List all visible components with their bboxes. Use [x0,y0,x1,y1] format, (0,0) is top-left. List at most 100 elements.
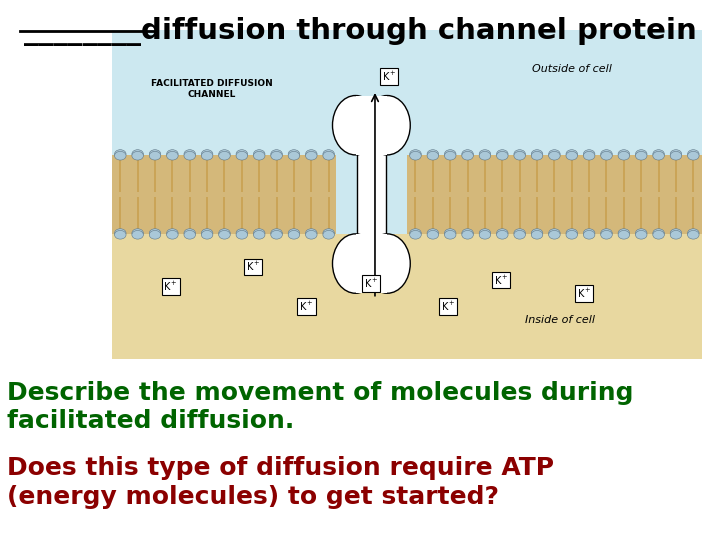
Circle shape [253,151,265,160]
Circle shape [184,229,196,238]
Circle shape [305,151,317,160]
Circle shape [688,231,699,239]
Circle shape [114,150,126,158]
Ellipse shape [364,234,410,293]
Circle shape [114,231,126,239]
Circle shape [549,229,560,238]
Circle shape [514,231,526,239]
Circle shape [305,231,317,239]
Circle shape [149,151,161,160]
Circle shape [132,229,143,238]
Circle shape [202,150,213,158]
Circle shape [480,150,491,158]
Circle shape [323,229,334,238]
Text: FACILITATED DIFFUSION
CHANNEL: FACILITATED DIFFUSION CHANNEL [151,79,273,99]
Circle shape [219,229,230,238]
FancyBboxPatch shape [112,30,702,359]
Circle shape [462,229,473,238]
Circle shape [236,231,248,239]
Circle shape [410,151,421,160]
Circle shape [271,229,282,238]
Circle shape [531,151,543,160]
Circle shape [253,150,265,158]
Circle shape [149,150,161,158]
Circle shape [132,231,143,239]
Circle shape [636,231,647,239]
Text: K$^+$: K$^+$ [364,277,379,290]
FancyBboxPatch shape [112,30,702,155]
Ellipse shape [364,96,410,155]
Circle shape [462,231,473,239]
Circle shape [480,229,491,238]
FancyBboxPatch shape [356,234,387,293]
Circle shape [288,151,300,160]
Circle shape [600,231,612,239]
Circle shape [618,229,629,238]
Circle shape [600,151,612,160]
Circle shape [514,229,526,238]
Circle shape [600,229,612,238]
Ellipse shape [333,234,379,293]
Circle shape [323,150,334,158]
Circle shape [566,150,577,158]
Text: K$^+$: K$^+$ [494,273,508,287]
Circle shape [271,231,282,239]
Circle shape [184,231,196,239]
Circle shape [236,150,248,158]
Circle shape [497,150,508,158]
Circle shape [531,231,543,239]
Circle shape [166,151,178,160]
Circle shape [653,151,665,160]
Circle shape [670,229,682,238]
Circle shape [480,151,491,160]
Circle shape [444,229,456,238]
Circle shape [514,150,526,158]
Circle shape [305,229,317,238]
Circle shape [202,229,213,238]
Circle shape [184,151,196,160]
Circle shape [132,151,143,160]
Text: K$^+$: K$^+$ [246,260,261,273]
Circle shape [219,231,230,239]
Ellipse shape [333,96,379,155]
Text: K$^+$: K$^+$ [382,70,397,83]
Circle shape [618,231,629,239]
Circle shape [653,229,665,238]
Circle shape [323,231,334,239]
Circle shape [670,151,682,160]
FancyBboxPatch shape [112,234,702,359]
Circle shape [566,229,577,238]
Circle shape [497,229,508,238]
FancyBboxPatch shape [356,96,387,155]
Circle shape [549,150,560,158]
Text: K$^+$: K$^+$ [163,280,178,293]
Circle shape [202,231,213,239]
Circle shape [670,231,682,239]
Circle shape [149,229,161,238]
Circle shape [427,151,438,160]
FancyBboxPatch shape [357,151,386,238]
Circle shape [462,151,473,160]
Circle shape [149,231,161,239]
FancyBboxPatch shape [112,155,336,234]
Circle shape [271,150,282,158]
Circle shape [166,150,178,158]
Circle shape [618,150,629,158]
Circle shape [184,150,196,158]
Circle shape [253,231,265,239]
Circle shape [427,231,438,239]
Circle shape [497,231,508,239]
Circle shape [288,231,300,239]
Circle shape [566,231,577,239]
Circle shape [166,229,178,238]
Text: ________diffusion through channel protein: ________diffusion through channel protei… [24,17,696,46]
Text: Does this type of diffusion require ATP
(energy molecules) to get started?: Does this type of diffusion require ATP … [7,456,554,509]
Circle shape [219,151,230,160]
Circle shape [480,231,491,239]
Circle shape [271,151,282,160]
Text: Outside of cell: Outside of cell [532,64,612,74]
Circle shape [305,150,317,158]
Circle shape [636,150,647,158]
Circle shape [653,231,665,239]
Circle shape [549,231,560,239]
